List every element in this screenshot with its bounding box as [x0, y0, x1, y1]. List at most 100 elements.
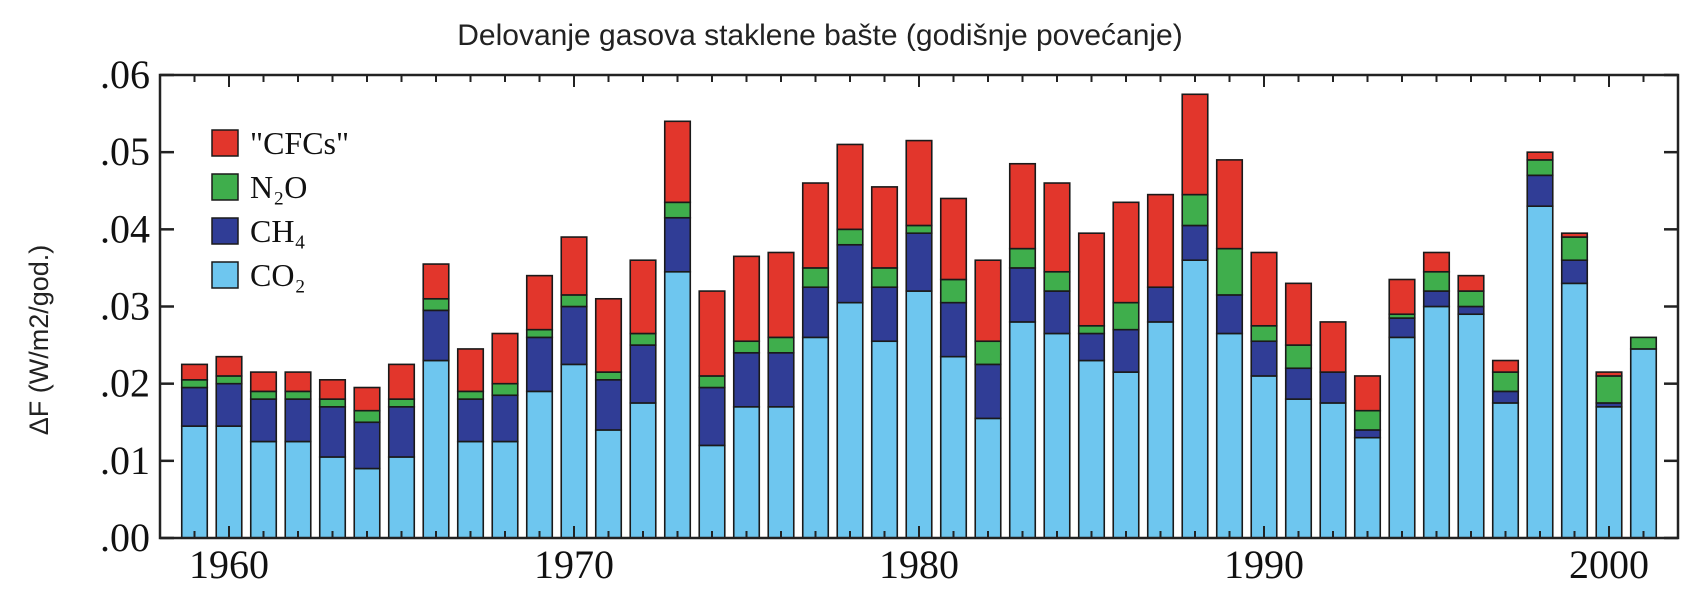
- bar-ch4-1995: [1422, 290, 1451, 308]
- bar-n2o-1983: [1008, 247, 1037, 269]
- y-tick-label: .02: [100, 361, 150, 406]
- bar-co2-1960: [215, 425, 243, 539]
- bar-n2o-1993: [1353, 409, 1382, 431]
- bar-cfcs-1977: [801, 182, 830, 269]
- bar-cfcs-1966: [422, 263, 450, 300]
- bar-n2o-1973: [663, 201, 692, 219]
- bar-co2-1997: [1491, 402, 1520, 539]
- bar-n2o-1970: [560, 294, 588, 308]
- bar-ch4-1977: [801, 286, 830, 339]
- bar-n2o-1989: [1215, 247, 1244, 296]
- bar-co2-1983: [1008, 321, 1037, 539]
- bar-cfcs-1963: [318, 379, 347, 400]
- bar-n2o-1988: [1181, 193, 1209, 227]
- bar-ch4-1996: [1457, 305, 1485, 316]
- bar-n2o-1959: [180, 379, 209, 389]
- bar-ch4-1988: [1181, 224, 1209, 261]
- bar-ch4-1989: [1215, 294, 1244, 335]
- bar-ch4-1963: [318, 406, 347, 458]
- bar-n2o-1974: [698, 375, 726, 389]
- bar-cfcs-1970: [560, 236, 588, 296]
- y-tick-label: .05: [100, 129, 150, 174]
- bar-cfcs-1975: [732, 255, 761, 343]
- bar-cfcs-1965: [387, 363, 416, 400]
- bar-co2-1961: [249, 440, 278, 539]
- bar-cfcs-1986: [1112, 201, 1140, 304]
- bar-cfcs-1972: [629, 259, 657, 335]
- bar-n2o-1991: [1284, 344, 1313, 370]
- bar-n2o-1961: [249, 390, 278, 400]
- bar-ch4-1999: [1560, 259, 1589, 285]
- bar-co2-1971: [594, 429, 623, 539]
- y-tick-label: .01: [100, 438, 150, 483]
- bar-n2o-1968: [491, 382, 519, 397]
- bar-ch4-1978: [836, 243, 864, 304]
- bar-cfcs-1961: [249, 371, 278, 393]
- bar-ch4-1979: [870, 286, 899, 343]
- bar-cfcs-1998: [1526, 151, 1554, 161]
- x-tick-label: 1970: [534, 542, 614, 587]
- bar-n2o-1990: [1250, 324, 1278, 343]
- bar-ch4-1986: [1112, 328, 1140, 373]
- bar-ch4-1983: [1008, 267, 1037, 323]
- bar-ch4-1970: [560, 305, 588, 366]
- bar-cfcs-1967: [456, 348, 485, 393]
- bar-ch4-1971: [594, 379, 623, 431]
- bar-ch4-1982: [974, 363, 1002, 420]
- bar-n2o-1982: [974, 340, 1002, 366]
- bar-n2o-1986: [1112, 301, 1140, 331]
- bar-co2-2000: [1595, 406, 1623, 539]
- bar-co2-2001: [1629, 348, 1658, 539]
- bar-n2o-1980: [905, 224, 933, 234]
- y-tick-label: .00: [100, 515, 150, 560]
- bar-cfcs-1959: [180, 363, 209, 381]
- x-tick-label: 1960: [189, 542, 269, 587]
- bar-n2o-1967: [456, 390, 485, 400]
- bar-n2o-1977: [801, 267, 830, 289]
- bar-cfcs-1996: [1457, 274, 1485, 292]
- bar-ch4-1985: [1077, 332, 1106, 362]
- bar-ch4-1972: [629, 344, 657, 404]
- bar-co2-1992: [1319, 402, 1347, 539]
- bar-ch4-1961: [249, 398, 278, 443]
- bar-co2-1973: [663, 270, 692, 539]
- bar-co2-1962: [284, 440, 312, 539]
- bar-co2-1999: [1560, 282, 1589, 539]
- y-axis-label: ΔF (W/m2/god.): [24, 245, 54, 436]
- x-tick-label: 1980: [879, 542, 959, 587]
- bar-co2-1974: [698, 444, 726, 539]
- bar-ch4-1984: [1043, 290, 1071, 335]
- bar-co2-1972: [629, 402, 657, 539]
- bar-ch4-1997: [1491, 390, 1520, 404]
- bar-ch4-1965: [387, 406, 416, 458]
- bar-co2-1976: [767, 406, 795, 539]
- bar-co2-1964: [353, 467, 381, 539]
- bar-cfcs-1973: [663, 120, 692, 204]
- bar-cfcs-1964: [353, 386, 381, 412]
- bar-cfcs-1995: [1422, 251, 1451, 273]
- bar-co2-1970: [560, 363, 588, 539]
- bar-co2-1975: [732, 406, 761, 539]
- bar-n2o-1979: [870, 267, 899, 289]
- bar-co2-1993: [1353, 436, 1382, 539]
- bar-n2o-1960: [215, 375, 243, 385]
- bar-co2-1968: [491, 440, 519, 539]
- bar-co2-1996: [1457, 313, 1485, 539]
- bar-co2-1995: [1422, 305, 1451, 539]
- bar-co2-1979: [870, 340, 899, 539]
- bar-n2o-1969: [525, 328, 554, 339]
- bar-cfcs-1992: [1319, 321, 1347, 373]
- bar-ch4-1991: [1284, 367, 1313, 400]
- bar-co2-1966: [422, 359, 450, 539]
- bar-cfcs-1982: [974, 259, 1002, 343]
- bar-co2-1969: [525, 390, 554, 539]
- legend-swatch-co2: [211, 261, 239, 289]
- y-tick-label: .03: [100, 284, 150, 329]
- bar-n2o-1965: [387, 398, 416, 408]
- bar-co2-1987: [1146, 321, 1175, 539]
- bar-cfcs-1979: [870, 186, 899, 269]
- y-tick-label: .06: [100, 52, 150, 97]
- bar-ch4-1960: [215, 382, 243, 427]
- bar-cfcs-1974: [698, 290, 726, 377]
